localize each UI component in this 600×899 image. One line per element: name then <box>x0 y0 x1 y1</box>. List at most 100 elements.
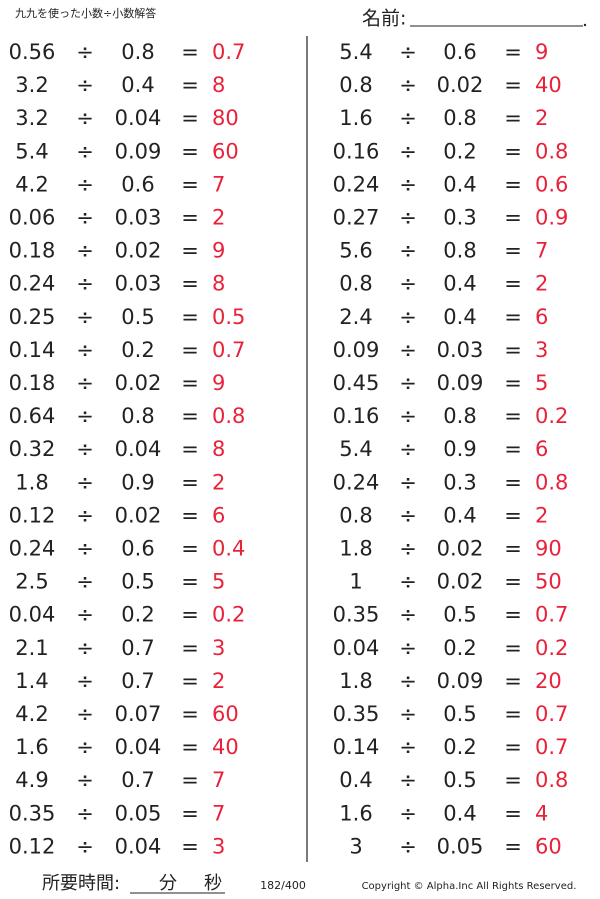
equals: = <box>181 73 199 97</box>
operator: ÷ <box>76 503 94 527</box>
equals: = <box>504 834 522 858</box>
answer: 50 <box>535 570 562 594</box>
equals: = <box>181 206 199 230</box>
equals: = <box>504 570 522 594</box>
answer: 40 <box>212 735 239 759</box>
answer: 0.7 <box>535 603 568 627</box>
divisor: 0.8 <box>443 106 476 130</box>
equals: = <box>504 106 522 130</box>
answer: 2 <box>212 206 225 230</box>
divisor: 0.3 <box>443 470 476 494</box>
operator: ÷ <box>399 503 417 527</box>
operator: ÷ <box>76 172 94 196</box>
equals: = <box>504 404 522 428</box>
divisor: 0.6 <box>443 40 476 64</box>
dividend: 0.4 <box>339 768 372 792</box>
dividend: 1.6 <box>339 801 372 825</box>
equals: = <box>504 371 522 395</box>
minutes: 分 <box>159 873 177 894</box>
divisor: 0.02 <box>437 73 484 97</box>
divisor: 0.04 <box>115 437 162 461</box>
answer: 3 <box>535 338 548 362</box>
equals: = <box>181 768 199 792</box>
operator: ÷ <box>399 73 417 97</box>
dividend: 3.2 <box>15 73 48 97</box>
dividend: 0.09 <box>333 338 380 362</box>
dividend: 0.35 <box>9 801 56 825</box>
answer: 0.2 <box>535 636 568 660</box>
copyright: Copyright © Alpha.Inc All Rights Reserve… <box>362 881 577 892</box>
operator: ÷ <box>76 537 94 561</box>
dividend: 0.24 <box>9 537 56 561</box>
operator: ÷ <box>399 834 417 858</box>
answer: 5 <box>212 570 225 594</box>
equals: = <box>504 801 522 825</box>
operator: ÷ <box>399 437 417 461</box>
equals: = <box>181 669 199 693</box>
time-label: 所要時間: <box>42 873 120 894</box>
equals: = <box>181 404 199 428</box>
answer: 2 <box>212 470 225 494</box>
equals: = <box>181 40 199 64</box>
answer: 0.2 <box>212 603 245 627</box>
divisor: 0.5 <box>121 570 154 594</box>
dividend: 0.27 <box>333 206 380 230</box>
answer: 7 <box>212 172 225 196</box>
equals: = <box>181 735 199 759</box>
equals: = <box>504 40 522 64</box>
equals: = <box>181 338 199 362</box>
divisor: 0.05 <box>115 801 162 825</box>
divisor: 0.5 <box>443 702 476 726</box>
equals: = <box>181 172 199 196</box>
divisor: 0.04 <box>115 106 162 130</box>
dividend: 0.8 <box>339 73 372 97</box>
answer: 0.8 <box>535 139 568 163</box>
equals: = <box>181 272 199 296</box>
operator: ÷ <box>399 305 417 329</box>
divisor: 0.09 <box>437 371 484 395</box>
equals: = <box>504 636 522 660</box>
dividend: 0.35 <box>333 702 380 726</box>
operator: ÷ <box>399 139 417 163</box>
divisor: 0.4 <box>443 272 476 296</box>
operator: ÷ <box>76 106 94 130</box>
equals: = <box>504 470 522 494</box>
divisor: 0.5 <box>443 768 476 792</box>
answer: 9 <box>212 371 225 395</box>
equals: = <box>504 239 522 263</box>
operator: ÷ <box>399 801 417 825</box>
divisor: 0.9 <box>443 437 476 461</box>
equals: = <box>504 437 522 461</box>
divisor: 0.5 <box>121 305 154 329</box>
dividend: 0.18 <box>9 371 56 395</box>
equals: = <box>181 305 199 329</box>
answer: 40 <box>535 73 562 97</box>
divisor: 0.09 <box>437 669 484 693</box>
dividend: 0.12 <box>9 834 56 858</box>
dividend: 5.4 <box>15 139 48 163</box>
operator: ÷ <box>76 40 94 64</box>
operator: ÷ <box>76 603 94 627</box>
equals: = <box>504 206 522 230</box>
answer: 8 <box>212 73 225 97</box>
divisor: 0.7 <box>121 768 154 792</box>
equals: = <box>504 139 522 163</box>
equals: = <box>181 470 199 494</box>
dividend: 4.9 <box>15 768 48 792</box>
divisor: 0.03 <box>437 338 484 362</box>
answer: 3 <box>212 834 225 858</box>
operator: ÷ <box>76 73 94 97</box>
answer: 60 <box>535 834 562 858</box>
answer: 2 <box>535 106 548 130</box>
answer: 0.7 <box>212 40 245 64</box>
operator: ÷ <box>76 371 94 395</box>
answer: 8 <box>212 437 225 461</box>
dividend: 0.14 <box>333 735 380 759</box>
divisor: 0.5 <box>443 603 476 627</box>
operator: ÷ <box>399 603 417 627</box>
answer: 60 <box>212 139 239 163</box>
answer: 2 <box>535 503 548 527</box>
equals: = <box>504 73 522 97</box>
equals: = <box>181 139 199 163</box>
